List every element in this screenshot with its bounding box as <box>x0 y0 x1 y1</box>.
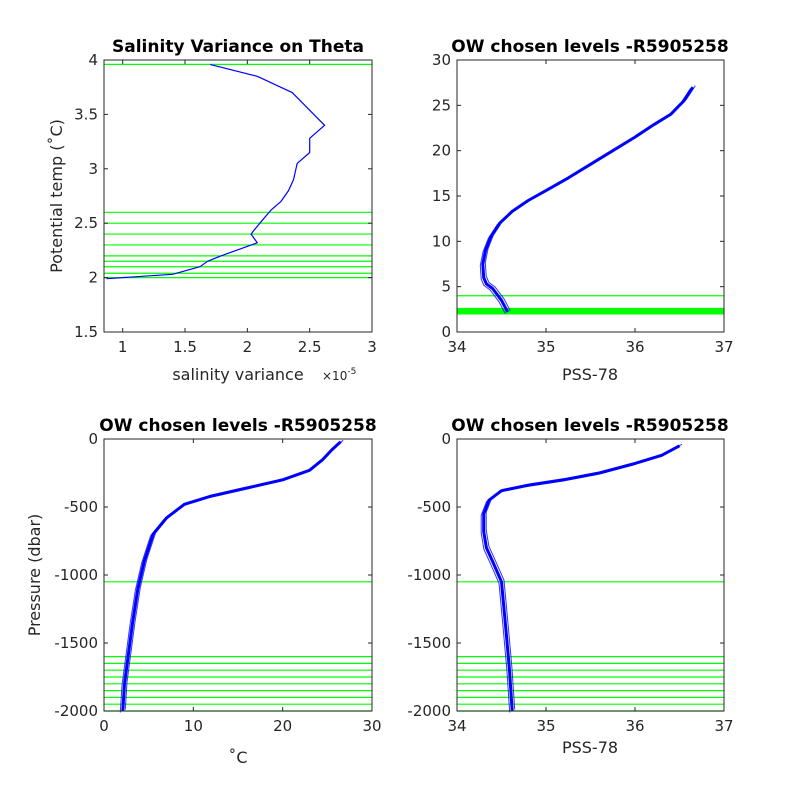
y-tick-label: 25 <box>432 96 451 114</box>
y-tick-label: 5 <box>441 278 451 296</box>
y-tick-label: 15 <box>432 187 451 205</box>
x-ticks: 34 35 36 37 <box>447 60 734 356</box>
x-tick-label: 37 <box>714 338 733 356</box>
panel-salinity-variance: Salinity Variance on Theta 1 1.5 2 2.5 3 1.5… <box>47 37 377 384</box>
y-ticks: -2000 -1500 -1000 -500 0 <box>54 430 372 720</box>
x-tick-label: 10 <box>184 717 203 735</box>
y-tick-label: 20 <box>432 142 451 160</box>
series-line-spread <box>124 439 344 710</box>
series-line-spread <box>485 443 683 710</box>
y-tick-label: 2.5 <box>74 214 98 232</box>
y-tick-label: 4 <box>88 51 98 69</box>
panel-title: OW chosen levels -R5905258 <box>451 416 728 436</box>
x-axis-label: ˚C <box>228 748 247 767</box>
y-tick-label: 0 <box>88 430 98 448</box>
series-line-spread <box>484 85 696 311</box>
x-axis-exponent: ×10-5 <box>322 367 356 383</box>
x-tick-label: 0 <box>99 717 109 735</box>
y-ticks: 0 5 10 15 20 25 30 <box>432 51 724 341</box>
panel-title: OW chosen levels -R5905258 <box>99 416 376 436</box>
plot-area <box>103 59 373 333</box>
y-tick-label: 1.5 <box>74 323 98 341</box>
y-tick-label: 3 <box>88 160 98 178</box>
x-tick-label: 36 <box>625 338 644 356</box>
y-tick-label: 0 <box>441 323 451 341</box>
y-tick-label: -1000 <box>54 566 98 584</box>
y-tick-label: -2000 <box>54 702 98 720</box>
x-tick-label: 1 <box>118 338 128 356</box>
x-tick-label: 34 <box>447 717 466 735</box>
y-tick-label: -500 <box>64 498 98 516</box>
panel-temperature-pressure: OW chosen levels -R5905258 0 10 20 30 -2000… <box>25 416 382 767</box>
y-tick-label: 10 <box>432 232 451 250</box>
x-tick-label: 37 <box>714 717 733 735</box>
y-ticks: 1.5 2 2.5 3 3.5 4 <box>74 51 372 341</box>
series-group <box>106 63 326 280</box>
y-ticks: -2000 -1500 -1000 -500 0 <box>407 430 724 720</box>
y-tick-label: -1500 <box>407 634 451 652</box>
x-tick-label: 20 <box>273 717 292 735</box>
y-axis-label: Pressure (dbar) <box>25 514 44 637</box>
x-tick-label: 34 <box>447 338 466 356</box>
plot-area <box>103 438 373 712</box>
series-group <box>119 439 344 713</box>
panel-salinity-pressure: OW chosen levels -R5905258 34 35 36 37 -200… <box>407 416 733 757</box>
x-tick-label: 36 <box>625 717 644 735</box>
chosen-levels <box>457 295 724 315</box>
x-tick-label: 35 <box>536 717 555 735</box>
x-tick-label: 3 <box>367 338 377 356</box>
y-tick-label: -2000 <box>407 702 451 720</box>
x-tick-label: 30 <box>362 717 381 735</box>
y-tick-label: 30 <box>432 51 451 69</box>
x-tick-label: 1.5 <box>173 338 197 356</box>
x-tick-label: 35 <box>536 338 555 356</box>
panel-title: OW chosen levels -R5905258 <box>451 37 728 57</box>
x-ticks: 34 35 36 37 <box>447 439 734 735</box>
x-ticks: 1 1.5 2 2.5 3 <box>118 60 377 356</box>
series-line-spread <box>119 442 339 713</box>
panel-salinity-theta: OW chosen levels -R5905258 34 35 36 37 0 5 10… <box>432 37 734 384</box>
y-tick-label: 0 <box>441 430 451 448</box>
y-axis-label: Potential temp (˚C) <box>47 119 66 273</box>
series-line <box>106 63 326 280</box>
plot-frame <box>103 59 373 333</box>
series-group <box>480 443 683 713</box>
panel-title: Salinity Variance on Theta <box>112 37 364 57</box>
series-line <box>482 444 681 712</box>
y-tick-label: -500 <box>417 498 451 516</box>
y-tick-label: 2 <box>88 269 98 287</box>
x-axis-label: salinity variance <box>172 365 303 384</box>
y-tick-label: 3.5 <box>74 105 98 123</box>
x-tick-label: 2 <box>243 338 253 356</box>
y-tick-label: -1500 <box>54 634 98 652</box>
chosen-levels <box>104 63 372 279</box>
series-line-spread <box>480 446 678 713</box>
x-axis-label: PSS-78 <box>562 738 618 757</box>
y-tick-label: -1000 <box>407 566 451 584</box>
x-tick-label: 2.5 <box>298 338 322 356</box>
x-ticks: 0 10 20 30 <box>99 439 382 735</box>
series-group <box>479 85 696 314</box>
x-axis-label: PSS-78 <box>562 365 618 384</box>
